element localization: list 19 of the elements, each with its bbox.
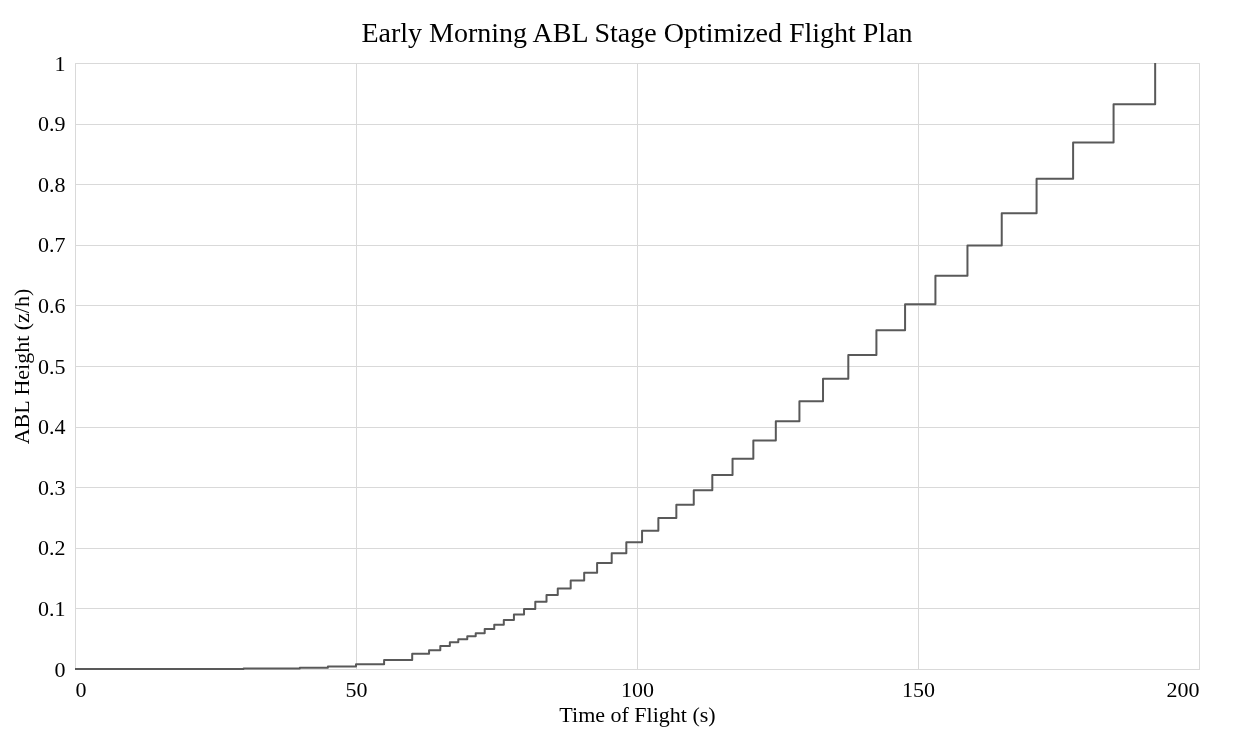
y-tick-label: 0.9 [38,111,66,137]
x-axis-title: Time of Flight (s) [559,701,716,727]
y-tick-label: 0.3 [38,474,66,500]
x-tick-label: 150 [902,676,935,702]
x-tick-label: 0 [75,676,87,702]
y-tick-label: 1 [54,50,66,76]
x-tick-label: 50 [345,676,368,702]
y-tick-label: 0.7 [38,232,66,258]
y-tick-label: 0.8 [38,171,66,197]
chart-title: Early Morning ABL Stage Optimized Flight Plan [361,17,913,48]
y-tick-label: 0.1 [38,595,66,621]
x-tick-label: 100 [621,676,654,702]
y-tick-label: 0 [54,656,66,682]
y-tick-label: 0.2 [38,535,66,561]
y-tick-label: 0.4 [38,414,66,440]
y-tick-label: 0.5 [38,353,66,379]
x-tick-label: 200 [1166,676,1200,702]
y-axis-title: ABL Height (z/h) [9,288,34,445]
y-tick-label: 0.6 [38,292,66,318]
